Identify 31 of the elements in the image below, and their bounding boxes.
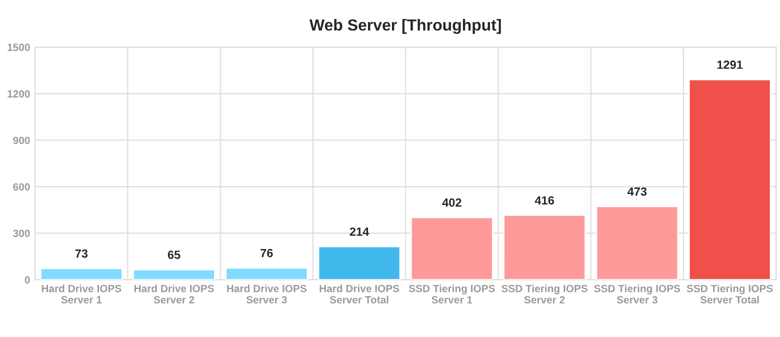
data-label: 65 — [168, 250, 180, 259]
bar — [132, 268, 216, 280]
x-tick-label: SSD Tiering IOPS Server 1 — [408, 284, 495, 304]
x-tick-label: SSD Tiering IOPS Server 3 — [594, 284, 680, 304]
data-label: 76 — [260, 248, 273, 258]
bar — [410, 216, 494, 280]
y-tick-label: 1200 — [8, 90, 30, 98]
bar — [318, 246, 401, 280]
x-tick-label: Hard Drive IOPS Server 2 — [134, 284, 214, 304]
x-tick-label: Hard Drive IOPS Server Total — [320, 284, 400, 304]
x-tick-label: SSD Tiering IOPS Server 2 — [502, 284, 588, 304]
chart-title: Web Server [Throughput] — [309, 18, 501, 34]
y-tick-label: 600 — [13, 183, 30, 191]
data-label: 473 — [627, 187, 647, 196]
data-label: 416 — [534, 196, 554, 205]
data-label: 214 — [350, 228, 370, 236]
bar — [503, 214, 586, 280]
x-tick-label: Hard Drive IOPS Server 3 — [227, 284, 306, 304]
data-label: 73 — [75, 249, 88, 258]
y-tick-label: 300 — [13, 230, 30, 238]
y-tick-label: 0 — [24, 276, 30, 284]
x-tick-label: SSD Tiering IOPS Server Total — [686, 284, 773, 304]
bar — [688, 78, 772, 280]
bar — [40, 268, 123, 280]
bar — [596, 206, 679, 280]
y-tick-label: 900 — [13, 136, 30, 144]
bar — [225, 267, 308, 280]
data-label: 402 — [442, 198, 462, 207]
x-tick-label: Hard Drive IOPS Server 1 — [42, 284, 122, 304]
y-tick-label: 1500 — [8, 44, 30, 52]
data-label: 1291 — [717, 60, 743, 69]
